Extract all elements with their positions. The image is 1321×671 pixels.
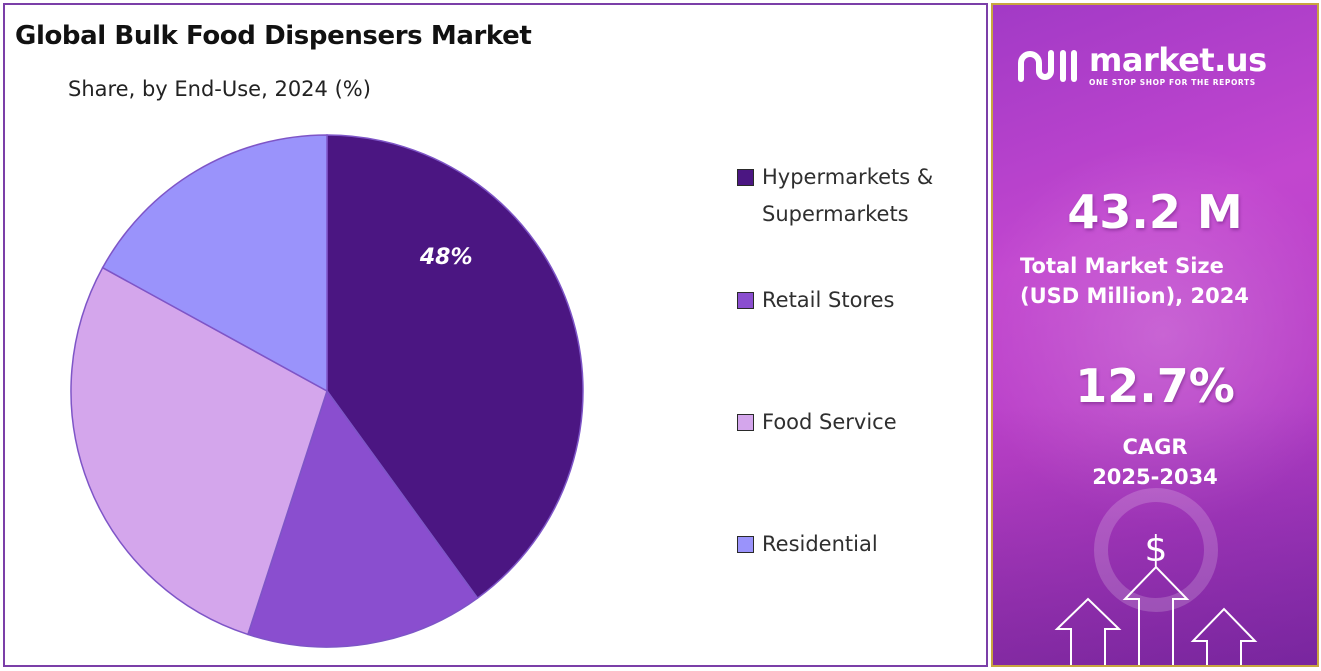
- brand-name: market.us: [1089, 41, 1267, 79]
- cagr-label-line1: CAGR: [1122, 435, 1188, 459]
- legend-item-food-service: Food Service: [737, 408, 977, 441]
- pie-data-label-hypermarkets: 48%: [419, 245, 473, 270]
- legend-label-retail-stores: Retail Stores: [762, 288, 895, 312]
- market-size-label-line2: (USD Million), 2024: [1020, 284, 1249, 308]
- pie-slice-hypermarkets: [326, 134, 584, 600]
- chart-panel: Global Bulk Food Dispensers Market Share…: [3, 3, 988, 667]
- market-us-logo-icon: [1018, 50, 1077, 82]
- legend-swatch-hypermarkets: [737, 169, 754, 186]
- coin-ring: [1094, 488, 1218, 612]
- pie-slice-food-service: [70, 266, 328, 636]
- pie-slice-residential: [101, 134, 328, 393]
- up-arrow-icon: [1054, 565, 1258, 665]
- chart-title: Global Bulk Food Dispensers Market: [15, 21, 532, 51]
- chart-legend: Hypermarkets & Supermarkets Retail Store…: [737, 5, 987, 665]
- legend-item-hypermarkets: Hypermarkets & Supermarkets: [737, 163, 977, 233]
- chart-subtitle: Share, by End-Use, 2024 (%): [68, 77, 371, 101]
- background-glow: [993, 125, 1317, 545]
- legend-swatch-residential: [737, 536, 754, 553]
- legend-swatch-food-service: [737, 414, 754, 431]
- market-size-value: 43.2 M: [1067, 185, 1243, 239]
- dollar-icon: $: [1145, 529, 1168, 570]
- legend-label-residential: Residential: [762, 532, 878, 556]
- legend-swatch-retail-stores: [737, 292, 754, 309]
- legend-item-residential: Residential: [737, 530, 977, 563]
- legend-label-hypermarkets: Hypermarkets & Supermarkets: [762, 165, 934, 226]
- growth-graphic: $: [1054, 488, 1258, 665]
- cagr-label-line2: 2025-2034: [1092, 465, 1218, 489]
- market-size-label-line1: Total Market Size: [1020, 254, 1224, 278]
- cagr-value: 12.7%: [1075, 359, 1235, 413]
- pie-slice-retail-stores: [246, 389, 479, 648]
- pie-chart: 48%: [70, 134, 584, 648]
- brand: market.us ONE STOP SHOP FOR THE REPORTS: [1015, 43, 1267, 87]
- market-summary-panel: $ market.us ONE STOP SHOP FOR THE REPORT…: [991, 3, 1319, 667]
- brand-tagline: ONE STOP SHOP FOR THE REPORTS: [1089, 78, 1256, 87]
- legend-label-food-service: Food Service: [762, 410, 897, 434]
- background-shade: [993, 405, 1317, 665]
- legend-item-retail-stores: Retail Stores: [737, 286, 977, 319]
